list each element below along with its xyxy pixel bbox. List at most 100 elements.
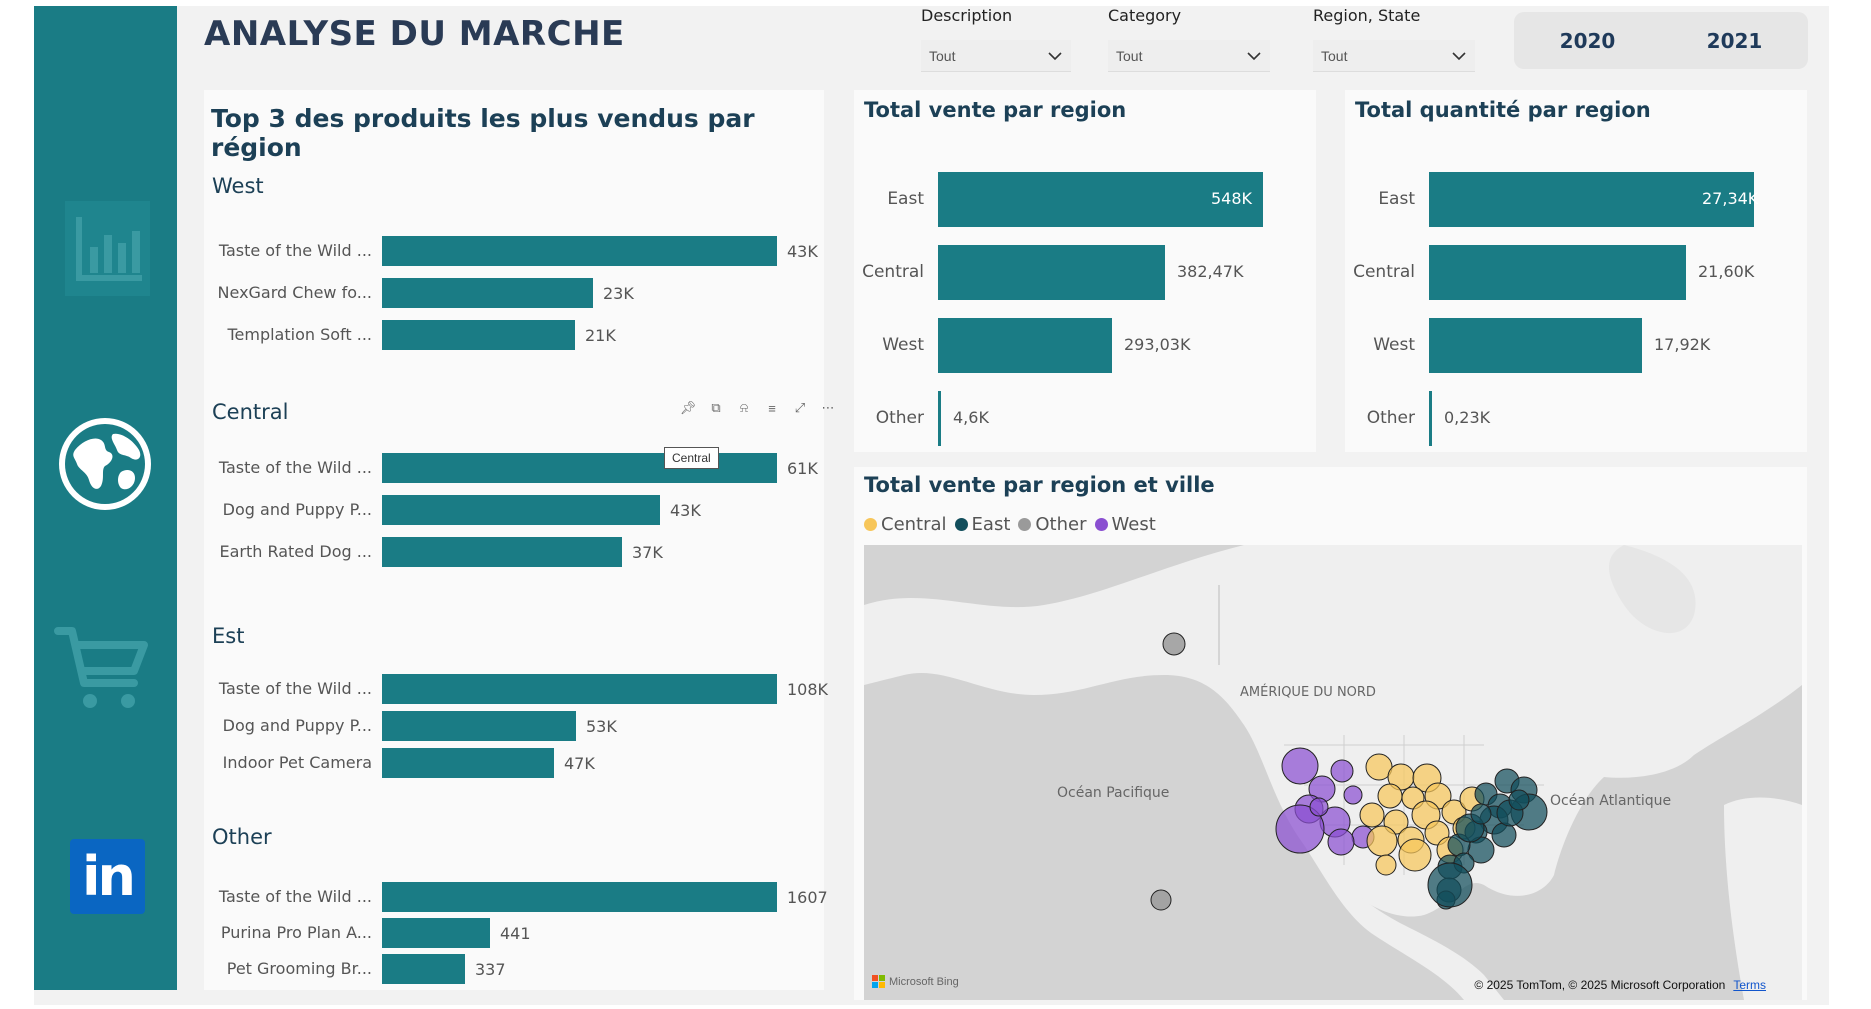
map-bubble[interactable] bbox=[1275, 804, 1325, 854]
legend-dot bbox=[1094, 518, 1108, 531]
map-bubble[interactable] bbox=[1470, 803, 1492, 825]
legend-item-central[interactable]: Central bbox=[864, 514, 947, 535]
region-bar[interactable] bbox=[938, 245, 1165, 300]
chart-icon[interactable] bbox=[65, 201, 150, 296]
product-value: 43K bbox=[670, 501, 701, 520]
region-bar-row[interactable]: Central 382,47K bbox=[854, 245, 1314, 300]
product-label: Purina Pro Plan A... bbox=[220, 923, 372, 942]
year-2020-button[interactable]: 2020 bbox=[1559, 28, 1616, 53]
region-bar[interactable] bbox=[938, 318, 1112, 373]
map-bubble[interactable] bbox=[1343, 785, 1363, 805]
region-bar-row[interactable]: Central 21,60K bbox=[1345, 245, 1805, 300]
bubble-map[interactable]: AMÉRIQUE DU NORD Océan Pacifique Océan A… bbox=[864, 545, 1802, 1000]
legend-item-west[interactable]: West bbox=[1094, 514, 1156, 535]
region-bar[interactable] bbox=[1429, 245, 1686, 300]
map-bubble[interactable] bbox=[1162, 632, 1186, 656]
map-bubble[interactable] bbox=[1508, 789, 1530, 811]
group-title: Central bbox=[212, 400, 289, 424]
map-bubble[interactable] bbox=[1327, 828, 1355, 856]
focus-mode-icon[interactable]: ⤢ bbox=[794, 400, 806, 415]
linkedin-icon[interactable]: in bbox=[70, 839, 145, 914]
top3-panel: Top 3 des produits les plus vendus par r… bbox=[204, 90, 828, 990]
product-bar[interactable] bbox=[382, 882, 777, 912]
legend-dot bbox=[954, 518, 968, 531]
product-bar-row[interactable]: Taste of the Wild ... 108K bbox=[204, 674, 828, 704]
map-bubble[interactable] bbox=[1359, 802, 1385, 828]
map-bubble[interactable] bbox=[1377, 783, 1403, 809]
region-bar-value: 293,03K bbox=[1124, 335, 1191, 354]
slicer-region-value: Tout bbox=[1321, 47, 1348, 64]
globe-icon[interactable] bbox=[56, 414, 154, 514]
bell-icon[interactable]: ⍾ bbox=[739, 400, 749, 415]
slicer-region-dropdown[interactable]: Tout bbox=[1313, 40, 1475, 72]
cart-icon[interactable] bbox=[52, 625, 152, 715]
map-bubble[interactable] bbox=[1330, 759, 1354, 783]
map-bubble[interactable] bbox=[1427, 862, 1473, 908]
map-terms-link[interactable]: Terms bbox=[1733, 978, 1766, 992]
product-bar-row[interactable]: Templation Soft ... 21K bbox=[204, 320, 824, 350]
map-bubble[interactable] bbox=[1366, 825, 1398, 857]
product-bar-row[interactable]: Purina Pro Plan A... 441 bbox=[204, 918, 824, 948]
region-bar-value: 382,47K bbox=[1177, 262, 1244, 281]
quantity-by-region-title: Total quantité par region bbox=[1355, 98, 1651, 122]
region-bar-row[interactable]: East 27,34K bbox=[1345, 172, 1805, 227]
product-bar-row[interactable]: Earth Rated Dog ... 37K bbox=[204, 537, 824, 567]
product-bar[interactable] bbox=[382, 954, 465, 984]
legend-label: East bbox=[971, 514, 1011, 535]
year-2021-button[interactable]: 2021 bbox=[1706, 28, 1763, 53]
product-bar-row[interactable]: Indoor Pet Camera 47K bbox=[204, 748, 824, 778]
product-bar[interactable] bbox=[382, 320, 575, 350]
product-bar[interactable] bbox=[382, 236, 777, 266]
product-bar-row[interactable]: Pet Grooming Br... 337 bbox=[204, 954, 824, 984]
map-bubble[interactable] bbox=[1150, 889, 1172, 911]
region-bar-row[interactable]: Other 0,23K bbox=[1345, 391, 1805, 446]
region-bar[interactable] bbox=[938, 172, 1263, 227]
linkedin-label: in bbox=[82, 844, 136, 908]
legend-item-east[interactable]: East bbox=[954, 514, 1011, 535]
microsoft-logo-icon bbox=[872, 975, 885, 988]
copy-icon[interactable]: ⧉ bbox=[711, 400, 721, 415]
visual-header-toolbar: 📌︎ ⧉ ⍾ ≡ ⤢ ⋯ bbox=[680, 400, 836, 416]
product-bar[interactable] bbox=[382, 748, 554, 778]
region-category-label: Central bbox=[862, 262, 924, 282]
chevron-down-icon bbox=[1247, 51, 1261, 60]
year-slicer: 2020 2021 bbox=[1514, 12, 1808, 69]
bing-attribution: Microsoft Bing bbox=[872, 975, 959, 988]
more-options-icon[interactable]: ⋯ bbox=[821, 400, 835, 415]
slicer-category-dropdown[interactable]: Tout bbox=[1108, 40, 1270, 72]
region-bar-row[interactable]: Other 4,6K bbox=[854, 391, 1314, 446]
pin-icon[interactable]: 📌︎ bbox=[679, 400, 697, 415]
product-bar[interactable] bbox=[382, 278, 593, 308]
product-bar[interactable] bbox=[382, 711, 576, 741]
product-bar[interactable] bbox=[382, 674, 777, 704]
region-bar-row[interactable]: West 17,92K bbox=[1345, 318, 1805, 373]
product-bar-row[interactable]: Taste of the Wild ... 61K bbox=[204, 453, 824, 483]
legend-item-other[interactable]: Other bbox=[1018, 514, 1087, 535]
product-bar-row[interactable]: Dog and Puppy P... 53K bbox=[204, 711, 824, 741]
product-value: 43K bbox=[787, 242, 818, 261]
product-value: 47K bbox=[564, 754, 595, 773]
filter-icon[interactable]: ≡ bbox=[768, 400, 776, 416]
product-bar[interactable] bbox=[382, 537, 622, 567]
map-bubble[interactable] bbox=[1375, 854, 1397, 876]
region-bar[interactable] bbox=[938, 391, 941, 446]
region-bar-row[interactable]: West 293,03K bbox=[854, 318, 1314, 373]
product-bar[interactable] bbox=[382, 918, 490, 948]
region-bar[interactable] bbox=[1429, 172, 1754, 227]
tooltip: Central bbox=[664, 447, 719, 469]
slicer-description-dropdown[interactable]: Tout bbox=[921, 40, 1071, 72]
region-bar[interactable] bbox=[1429, 391, 1432, 446]
region-bar[interactable] bbox=[1429, 318, 1642, 373]
product-bar-row[interactable]: NexGard Chew fo... 23K bbox=[204, 278, 824, 308]
region-category-label: West bbox=[882, 335, 924, 355]
region-bar-row[interactable]: East 548K bbox=[854, 172, 1314, 227]
product-bar[interactable] bbox=[382, 495, 660, 525]
map-bubble[interactable] bbox=[1491, 822, 1517, 848]
map-bubble[interactable] bbox=[1281, 747, 1319, 785]
map-bubble[interactable] bbox=[1309, 797, 1329, 817]
product-bar-row[interactable]: Dog and Puppy P... 43K bbox=[204, 495, 824, 525]
product-bar-row[interactable]: Taste of the Wild ... 43K bbox=[204, 236, 824, 266]
product-bar-row[interactable]: Taste of the Wild ... 1607 bbox=[204, 882, 828, 912]
product-label: Dog and Puppy P... bbox=[222, 500, 372, 519]
map-bubble[interactable] bbox=[1398, 838, 1432, 872]
